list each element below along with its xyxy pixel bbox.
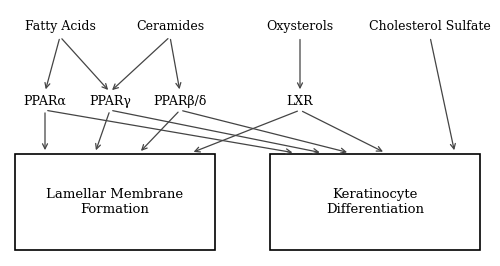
Text: LXR: LXR: [286, 95, 314, 107]
Text: Oxysterols: Oxysterols: [266, 20, 334, 33]
Text: PPARγ: PPARγ: [89, 95, 131, 107]
Text: Cholesterol Sulfate: Cholesterol Sulfate: [369, 20, 491, 33]
Bar: [15, 154, 215, 250]
Bar: [270, 154, 480, 250]
Text: PPARα: PPARα: [24, 95, 66, 107]
Text: Fatty Acids: Fatty Acids: [24, 20, 96, 33]
Text: Keratinocyte
Differentiation: Keratinocyte Differentiation: [326, 188, 424, 216]
Text: Lamellar Membrane
Formation: Lamellar Membrane Formation: [46, 188, 184, 216]
Text: PPARβ/δ: PPARβ/δ: [154, 95, 206, 107]
Text: Ceramides: Ceramides: [136, 20, 204, 33]
